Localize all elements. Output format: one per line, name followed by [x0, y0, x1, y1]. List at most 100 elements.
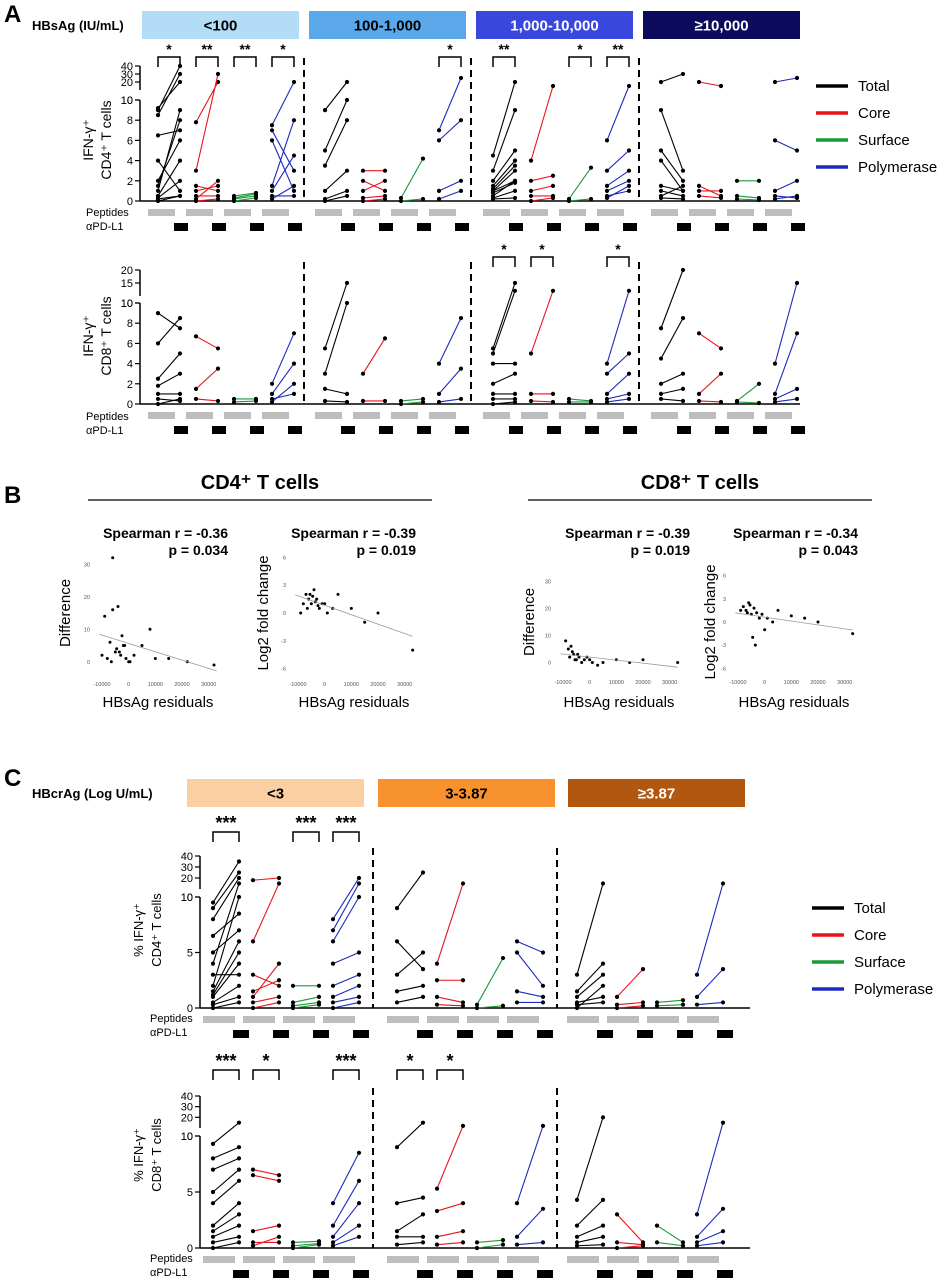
data-point: [512, 399, 518, 405]
data-point: [236, 1234, 242, 1239]
scatter-point: [751, 635, 755, 639]
data-point: [250, 1000, 256, 1005]
pair-line-total: [212, 952, 240, 995]
pair-line-polymerase: [332, 1180, 360, 1226]
data-point: [356, 875, 362, 881]
data-point: [600, 1234, 606, 1239]
pair-line-surface: [476, 957, 504, 1005]
scatter-point: [596, 663, 600, 667]
data-point: [330, 1234, 336, 1239]
pair-line-total: [492, 81, 516, 156]
data-point: [210, 906, 216, 911]
significance-bracket: [292, 831, 320, 842]
pair-line-polymerase: [332, 974, 360, 987]
data-point: [694, 1234, 700, 1239]
data-point: [322, 386, 328, 391]
pair-line-total: [396, 872, 424, 909]
pair-line-surface: [292, 996, 320, 1003]
data-point: [269, 196, 275, 202]
data-point: [177, 396, 183, 402]
scatter-point: [747, 601, 751, 605]
significance-label: *: [615, 241, 621, 257]
peptides-bar: [765, 412, 792, 419]
pair-line-core: [252, 996, 280, 1003]
data-point: [330, 983, 336, 988]
data-point: [177, 193, 183, 199]
significance-bracket: [568, 56, 592, 67]
scatter-point: [349, 606, 353, 610]
data-point: [574, 994, 580, 1000]
pair-line-total: [660, 185, 684, 192]
data-point: [193, 188, 199, 193]
pair-line-total: [492, 160, 516, 187]
peptides-bar: [521, 209, 548, 216]
data-point: [640, 1243, 646, 1248]
data-point: [460, 881, 466, 886]
pair-line-surface: [736, 401, 760, 404]
data-point: [458, 316, 464, 321]
data-point: [658, 381, 664, 386]
scatter-xtick: 0: [127, 682, 130, 688]
peptides-bar: [567, 1016, 599, 1023]
data-point: [512, 188, 518, 193]
significance-bracket: [332, 831, 360, 842]
data-point: [718, 83, 724, 89]
data-point: [155, 311, 161, 316]
scatter-ylabel: Difference: [521, 588, 538, 656]
data-point: [356, 1000, 362, 1005]
pair-line-total: [157, 160, 181, 192]
data-point: [756, 381, 762, 386]
data-point: [490, 168, 496, 173]
pair-line-core: [362, 338, 386, 374]
y-tick-label: 10: [181, 1131, 193, 1143]
pair-line-total: [576, 1199, 604, 1226]
apdl1-bar: [174, 223, 188, 231]
panel-letter-c: C: [4, 765, 21, 792]
pair-line-core: [436, 1230, 464, 1238]
data-point: [236, 1156, 242, 1161]
data-point: [291, 381, 297, 386]
data-point: [658, 391, 664, 396]
p-value: p = 0.019: [356, 542, 416, 558]
data-point: [177, 316, 183, 321]
scatter-xtick: 30000: [201, 682, 216, 688]
pair-line-total: [396, 1213, 424, 1232]
data-point: [772, 396, 778, 402]
data-point: [458, 366, 464, 371]
scatter-xtick: 20000: [635, 680, 650, 686]
data-point: [155, 188, 161, 193]
y-tick-label: 10: [121, 95, 133, 107]
data-point: [215, 346, 221, 351]
data-point: [322, 398, 328, 404]
data-point: [177, 178, 183, 183]
pair-line-surface: [568, 398, 592, 402]
data-point: [236, 972, 242, 977]
pair-line-total: [492, 282, 516, 349]
apdl1-bar: [250, 223, 264, 231]
pair-line-core: [252, 963, 280, 998]
data-point: [436, 361, 442, 366]
data-point: [356, 950, 362, 955]
data-point: [155, 401, 161, 407]
significance-bracket: [195, 56, 219, 67]
y-tick-label: 30: [121, 69, 133, 81]
pair-line-total: [324, 190, 348, 200]
pair-line-total: [576, 996, 604, 1003]
data-point: [540, 994, 546, 1000]
data-point: [215, 366, 221, 371]
regression-line: [295, 594, 413, 637]
scatter-xtick: -10000: [93, 682, 110, 688]
data-point: [574, 1240, 580, 1245]
data-point: [322, 371, 328, 376]
pair-line-total: [324, 388, 348, 395]
scatter-xlabel: HBsAg residuals: [739, 694, 850, 711]
data-point: [210, 992, 216, 997]
pair-line-core: [195, 180, 219, 200]
panel-c-group-label: HBcrAg (Log U/mL): [32, 786, 153, 801]
data-point: [512, 163, 518, 168]
peptides-bar: [203, 1256, 235, 1263]
data-point: [654, 1223, 660, 1228]
peptides-bar: [689, 209, 716, 216]
pair-line-total: [660, 190, 684, 197]
pair-line-total: [660, 109, 684, 171]
